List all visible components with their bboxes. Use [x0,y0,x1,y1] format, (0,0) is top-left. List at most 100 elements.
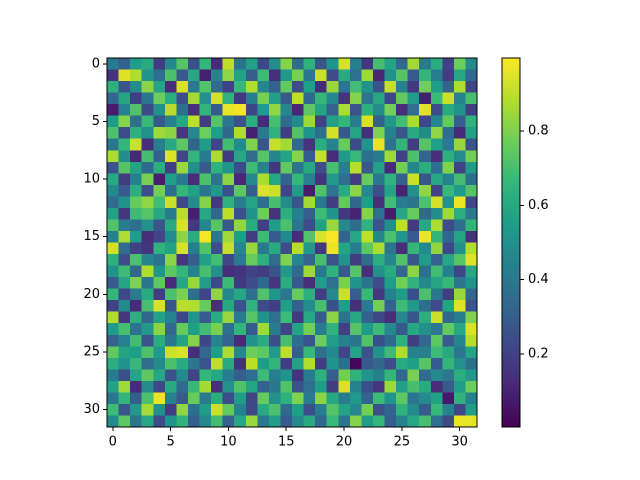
heatmap-cell [419,161,432,174]
heatmap-cell [442,334,455,347]
heatmap-cell [465,254,478,266]
heatmap-cell [303,242,316,255]
heatmap-cell [130,323,142,336]
heatmap-cell [211,230,223,243]
heatmap-cell [384,277,397,289]
heatmap-cell [164,58,177,70]
heatmap-cell [222,380,235,393]
heatmap-cell [130,265,142,278]
heatmap-cell [199,173,212,186]
heatmap-cell [257,242,270,255]
heatmap-cell [326,115,339,128]
heatmap-cell [118,288,131,301]
heatmap-cell [280,127,293,140]
heatmap-cell [130,58,142,70]
heatmap-cell [107,254,119,266]
heatmap-cell [407,346,420,359]
heatmap-cell [442,69,455,82]
heatmap-cell [176,380,189,393]
heatmap-cell [222,288,235,301]
heatmap-cell [141,173,154,186]
heatmap-cell [257,357,270,370]
heatmap-cell [430,196,443,209]
heatmap-cell [326,415,339,428]
heatmap-cell [430,173,443,186]
heatmap-cell [303,415,316,428]
heatmap-cell [257,58,270,70]
heatmap-cell [303,288,316,301]
heatmap-cell [430,415,443,428]
heatmap-cell [419,196,432,209]
heatmap-cell [118,115,131,128]
heatmap-cell [372,150,385,163]
heatmap-cell [442,196,455,209]
heatmap-cell [292,357,304,370]
heatmap-cell [338,104,351,116]
heatmap-cell [130,357,142,370]
heatmap-cell [280,254,293,266]
heatmap-cell [107,173,119,186]
heatmap-cell [164,334,177,347]
heatmap-cell [396,311,408,324]
heatmap-cell [130,242,142,255]
heatmap-cell [315,357,327,370]
heatmap-cell [419,184,432,197]
heatmap-cell [465,369,478,382]
heatmap-cell [153,346,166,359]
heatmap-cell [292,346,304,359]
heatmap-cell [234,138,247,151]
heatmap-cell [234,242,247,255]
heatmap-cell [442,380,455,393]
heatmap-cell [442,415,455,428]
heatmap-cell [361,196,374,209]
heatmap-cell [303,392,316,405]
heatmap-cell [130,254,142,266]
heatmap-cell [442,81,455,93]
heatmap-cell [326,357,339,370]
heatmap-cell [130,92,142,105]
heatmap-cell [222,115,235,128]
heatmap-cell [442,323,455,336]
heatmap-cell [361,311,374,324]
heatmap-cell [396,196,408,209]
heatmap-cell [465,288,478,301]
heatmap-cell [419,392,432,405]
heatmap-cell [361,403,374,416]
heatmap-cell [257,392,270,405]
heatmap-cell [361,288,374,301]
heatmap-cell [268,184,281,197]
heatmap-cell [396,230,408,243]
heatmap-cell [164,207,177,220]
heatmap-cell [430,334,443,347]
heatmap-cell [176,115,189,128]
heatmap-cell [453,392,466,405]
heatmap-cell [222,196,235,209]
heatmap-cell [303,161,316,174]
heatmap-cell [107,334,119,347]
heatmap-cell [372,254,385,266]
heatmap-cell [315,288,327,301]
heatmap-cell [222,69,235,82]
heatmap-cell [326,254,339,266]
heatmap-cell [130,288,142,301]
heatmap-cell [118,138,131,151]
heatmap-cell [361,150,374,163]
heatmap-cell [465,230,478,243]
heatmap-cell [245,138,258,151]
x-tick-label: 25 [394,435,411,450]
heatmap-cell [384,288,397,301]
heatmap-cell [268,58,281,70]
heatmap-cell [349,300,362,312]
heatmap-cell [361,69,374,82]
heatmap-cell [153,92,166,105]
heatmap-cell [361,357,374,370]
heatmap-cell [187,184,200,197]
heatmap-cell [187,69,200,82]
heatmap-cell [419,323,432,336]
heatmap-cell [107,196,119,209]
heatmap-cell [396,277,408,289]
heatmap-cell [372,104,385,116]
heatmap-cell [349,403,362,416]
heatmap-cell [349,196,362,209]
heatmap-cell [384,369,397,382]
